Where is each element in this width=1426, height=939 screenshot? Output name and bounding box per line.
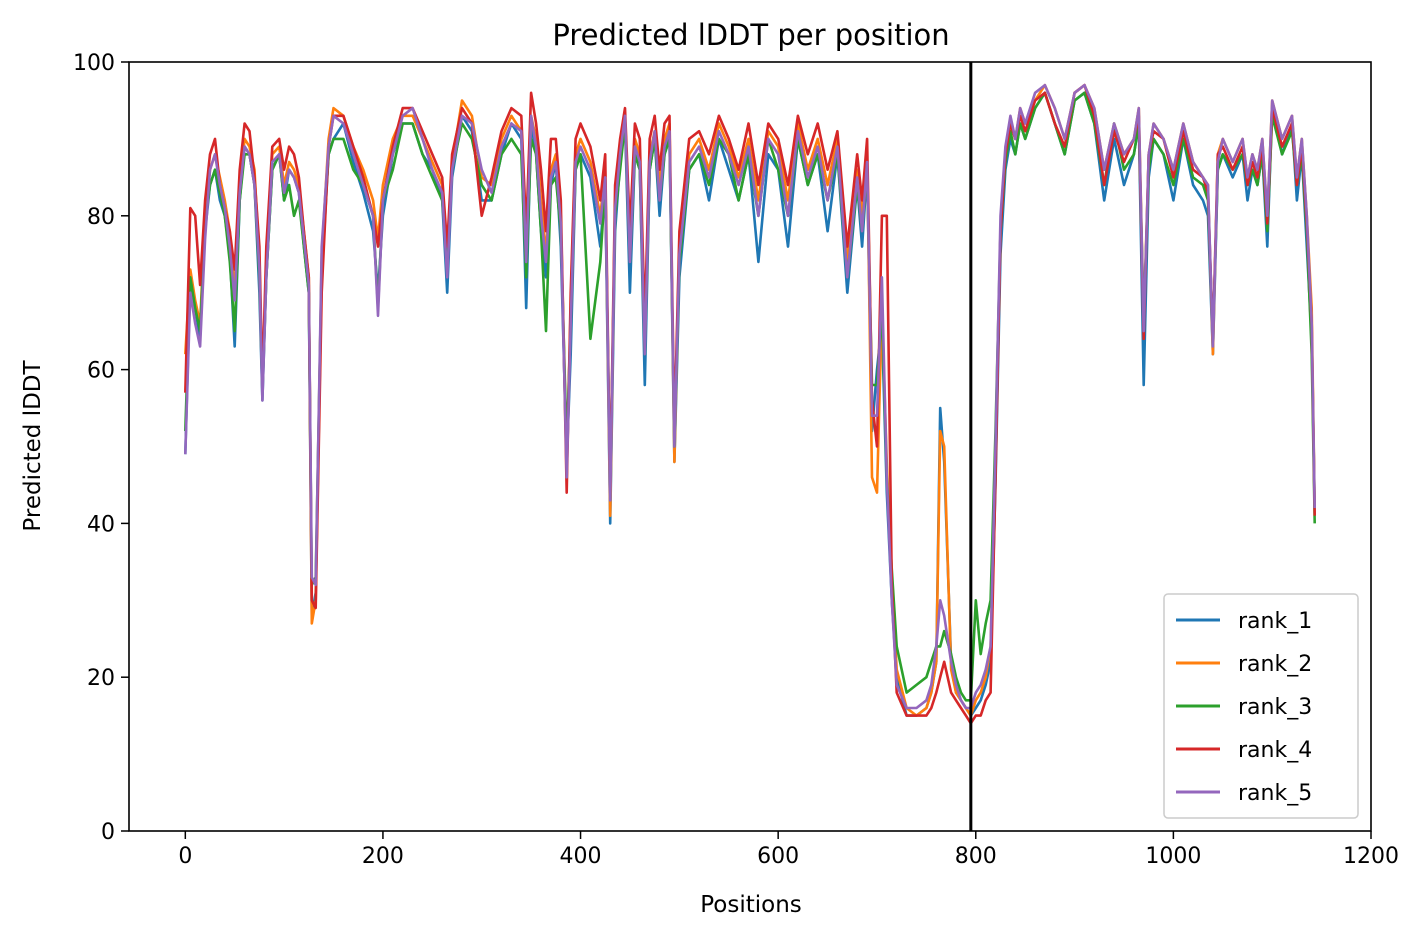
x-tick-label: 0 [178, 844, 192, 869]
legend-label-rank-1: rank_1 [1238, 609, 1312, 634]
y-tick-label: 60 [87, 359, 115, 384]
x-axis-label: Positions [700, 892, 802, 918]
legend-box [1163, 593, 1359, 819]
y-tick-label: 0 [101, 820, 115, 845]
y-tick-label: 20 [87, 666, 115, 691]
y-tick-label: 40 [87, 512, 115, 537]
x-tick-label: 600 [757, 844, 799, 869]
plot-frame [128, 61, 1372, 832]
chart-title: Predicted lDDT per position [552, 18, 949, 52]
legend-label-rank-3: rank_3 [1238, 695, 1312, 720]
x-tick-label: 800 [955, 844, 997, 869]
legend-label-rank-2: rank_2 [1238, 652, 1312, 677]
legend-label-rank-5: rank_5 [1238, 781, 1312, 806]
series-line-rank-5 [184, 83, 1316, 710]
x-tick-label: 200 [362, 844, 404, 869]
x-tick-label: 400 [560, 844, 602, 869]
y-axis-label: Predicted lDDT [20, 359, 46, 531]
legend-label-rank-4: rank_4 [1238, 738, 1312, 763]
x-tick-label: 1200 [1343, 844, 1399, 869]
y-tick-label: 80 [87, 205, 115, 230]
y-tick-label: 100 [73, 51, 115, 76]
plot-area: 0 200 400 600 800 1000 1200 0 20 40 60 80 100 rank_1r… [73, 51, 1399, 869]
x-tick-label: 1000 [1145, 844, 1201, 869]
